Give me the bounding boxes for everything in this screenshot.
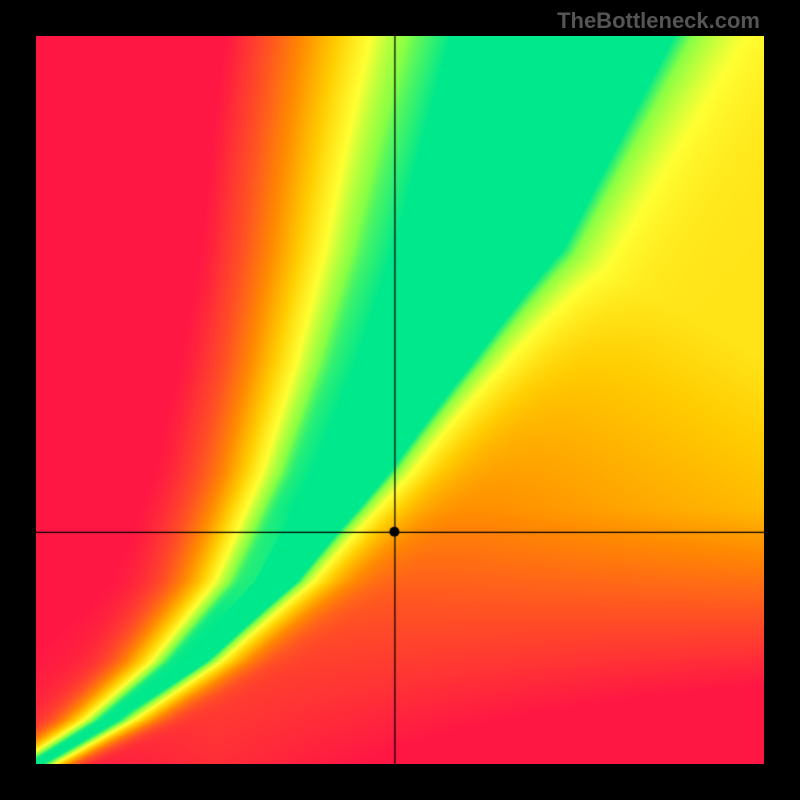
bottleneck-heatmap [36, 36, 764, 764]
watermark-text: TheBottleneck.com [557, 8, 760, 34]
root-container: TheBottleneck.com [0, 0, 800, 800]
